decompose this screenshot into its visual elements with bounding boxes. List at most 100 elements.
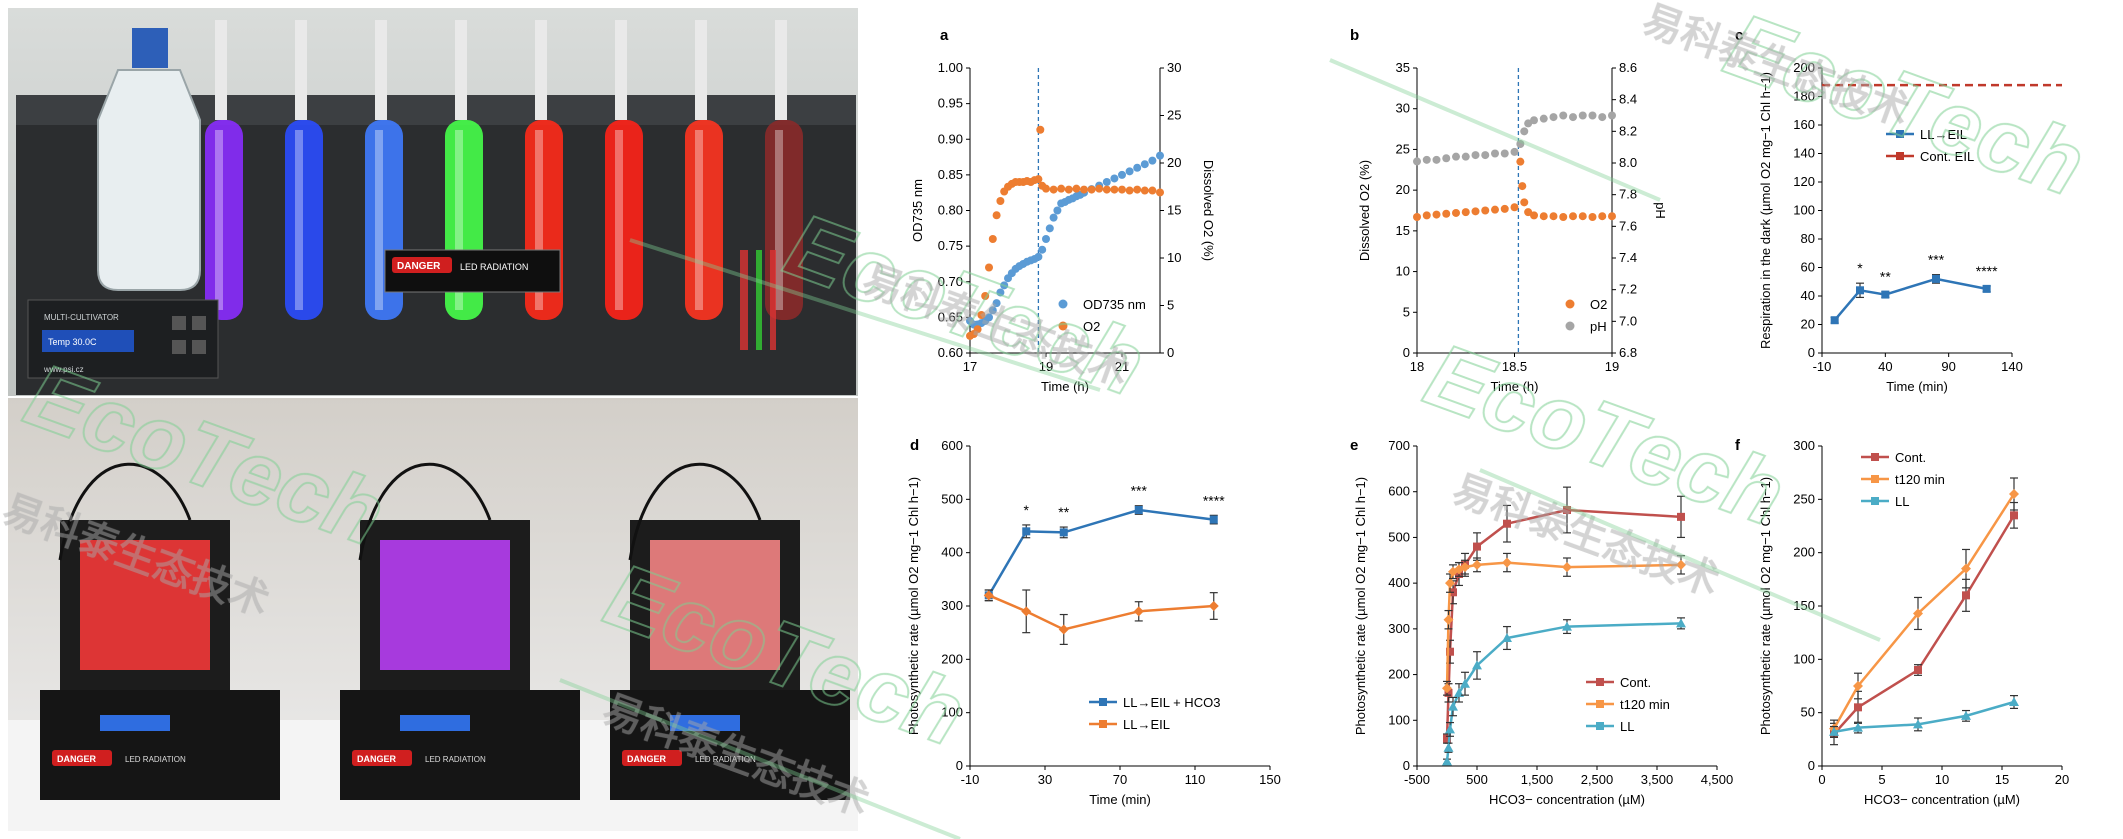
tube-highlight bbox=[775, 130, 783, 310]
data-point bbox=[1064, 185, 1073, 194]
data-point bbox=[1422, 211, 1431, 220]
data-point bbox=[1854, 703, 1862, 712]
tube-highlight bbox=[615, 130, 623, 310]
tube-tubing bbox=[455, 20, 467, 120]
y-right-tick-label: 8.6 bbox=[1619, 60, 1637, 75]
data-point bbox=[1549, 212, 1558, 221]
reactor-glow bbox=[650, 540, 780, 670]
data-point bbox=[1022, 527, 1031, 536]
y-tick-label: 100 bbox=[941, 705, 963, 720]
legend-label: LL bbox=[1620, 719, 1634, 734]
x-tick-label: 70 bbox=[1113, 772, 1127, 787]
chart-panel-c: c -10 40 90 140 0 20 40 60 80 100 120 140 160 180 200 Ti… bbox=[1735, 27, 2062, 394]
y-axis-label: Respiration in the dark (µmol O2 mg−1 Ch… bbox=[1758, 72, 1773, 349]
data-point bbox=[1118, 170, 1126, 179]
data-point bbox=[1520, 127, 1529, 136]
y-tick-label: 0.75 bbox=[938, 238, 963, 253]
series-LL→EIL bbox=[983, 589, 1219, 646]
data-point bbox=[1530, 211, 1538, 220]
y-axis-label: Photosynthetic rate (µmol O2 mg−1 Chl h−… bbox=[1758, 477, 1773, 735]
data-point bbox=[985, 313, 993, 322]
y-tick-label: 150 bbox=[1793, 598, 1815, 613]
series-pH bbox=[1413, 111, 1616, 166]
x-tick-label: 4,500 bbox=[1701, 772, 1734, 787]
data-point bbox=[1053, 206, 1062, 215]
x-tick-label: 3,500 bbox=[1641, 772, 1674, 787]
data-point bbox=[1057, 184, 1066, 193]
series-O2 bbox=[966, 125, 1164, 340]
top-photo-multicultivator: MULTI-CULTIVATOR Temp 30.0C www.psi.cz D… bbox=[8, 8, 858, 396]
data-point bbox=[2010, 511, 2018, 520]
data-point bbox=[1677, 512, 1685, 521]
data-point bbox=[1038, 245, 1047, 254]
photobioreactor: DANGER LED RADIATION bbox=[610, 462, 850, 800]
danger-badge bbox=[352, 750, 412, 766]
legend-marker bbox=[1871, 475, 1879, 483]
tube-tubing bbox=[375, 20, 387, 120]
y-tick-label: 250 bbox=[1793, 491, 1815, 506]
data-point bbox=[1460, 562, 1470, 573]
data-point bbox=[1442, 683, 1452, 694]
panel-website: www.psi.cz bbox=[43, 365, 84, 374]
data-point bbox=[1502, 633, 1512, 642]
data-point bbox=[1460, 678, 1470, 688]
data-point bbox=[1491, 149, 1499, 158]
y-tick-label: 0 bbox=[956, 758, 963, 773]
tube-highlight bbox=[455, 130, 463, 310]
charts-figure: a 17 19 21 0.60 0.65 0.70 0.75 0.80 0.85 0.90 0.95 1… bbox=[906, 27, 2069, 807]
y-tick-label: 180 bbox=[1793, 89, 1815, 104]
legend-marker bbox=[1596, 678, 1604, 686]
y-tick-label: 200 bbox=[941, 651, 963, 666]
y-tick-label: 200 bbox=[1388, 667, 1410, 682]
significance-label: ** bbox=[1058, 504, 1069, 520]
reactor-base bbox=[610, 690, 850, 800]
x-tick-label: 18.5 bbox=[1502, 359, 1527, 374]
x-tick-label: 21 bbox=[1115, 359, 1129, 374]
data-point bbox=[1461, 208, 1470, 217]
y-right-axis-label: Dissolved O2 (%) bbox=[1201, 160, 1216, 261]
data-point bbox=[1049, 185, 1058, 194]
data-point bbox=[1491, 205, 1499, 214]
radiation-label: LED RADIATION bbox=[460, 262, 528, 272]
panel-button bbox=[172, 340, 186, 354]
x-tick-label: 0 bbox=[1818, 772, 1825, 787]
y-tick-label: 0.85 bbox=[938, 167, 963, 182]
danger-sign: DANGER LED RADIATION bbox=[384, 249, 561, 293]
data-point bbox=[1133, 163, 1142, 172]
data-point bbox=[1125, 186, 1134, 195]
danger-label: DANGER bbox=[397, 261, 441, 272]
bottom-photo-photobioreactors: DANGER LED RADIATION DANGER LED RADIATION DA… bbox=[8, 398, 858, 831]
data-point bbox=[985, 263, 993, 272]
legend-label: Cont. EIL bbox=[1920, 149, 1974, 164]
data-point bbox=[1432, 210, 1441, 219]
y-axis-label: Dissolved O2 (%) bbox=[1357, 160, 1372, 261]
data-point bbox=[992, 211, 1001, 220]
series-t120 min bbox=[1442, 552, 1686, 696]
data-point bbox=[1914, 666, 1922, 674]
series-OD735 nm bbox=[966, 151, 1164, 329]
legend-label: t120 min bbox=[1895, 472, 1945, 487]
significance-label: *** bbox=[1928, 252, 1945, 268]
data-point bbox=[1829, 726, 1839, 736]
tube-tubing bbox=[295, 20, 307, 120]
legend-marker bbox=[1896, 130, 1904, 138]
y-tick-label: 50 bbox=[1801, 705, 1815, 720]
panel-readout: Temp 30.0C bbox=[48, 337, 97, 347]
data-point bbox=[1140, 186, 1149, 195]
data-point bbox=[1569, 113, 1577, 122]
tube-highlight bbox=[215, 130, 223, 310]
y-right-axis-label: pH bbox=[1653, 202, 1668, 219]
data-point bbox=[1853, 722, 1863, 732]
x-tick-label: 30 bbox=[1038, 772, 1052, 787]
x-tick-label: 19 bbox=[1605, 359, 1619, 374]
data-point bbox=[1530, 116, 1538, 125]
legend-marker bbox=[1896, 152, 1904, 160]
data-point bbox=[1539, 114, 1548, 123]
data-point bbox=[1830, 316, 1839, 325]
data-point bbox=[1472, 660, 1482, 670]
legend-label: LL bbox=[1895, 494, 1909, 509]
data-point bbox=[1608, 212, 1616, 221]
radiation-label: LED RADIATION bbox=[425, 755, 486, 764]
tube-highlight bbox=[695, 130, 703, 310]
y-tick-label: 100 bbox=[1388, 712, 1410, 727]
